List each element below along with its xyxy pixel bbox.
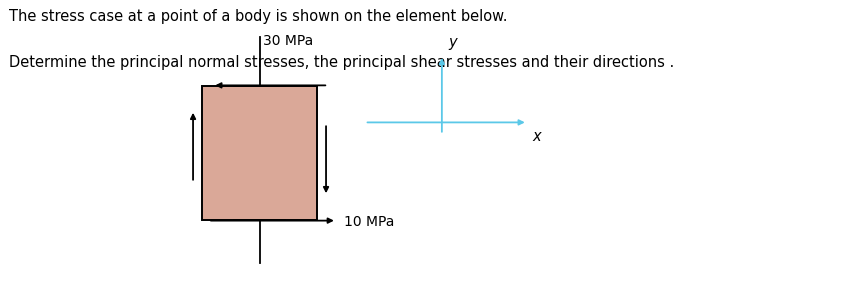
Text: 10 MPa: 10 MPa <box>343 215 394 229</box>
Text: y: y <box>448 35 456 50</box>
Text: The stress case at a point of a body is shown on the element below.: The stress case at a point of a body is … <box>9 9 507 24</box>
Bar <box>202 86 317 220</box>
Text: Determine the principal normal stresses, the principal shear stresses and their : Determine the principal normal stresses,… <box>9 55 674 70</box>
Text: 30 MPa: 30 MPa <box>263 34 313 48</box>
Text: x: x <box>532 129 541 144</box>
